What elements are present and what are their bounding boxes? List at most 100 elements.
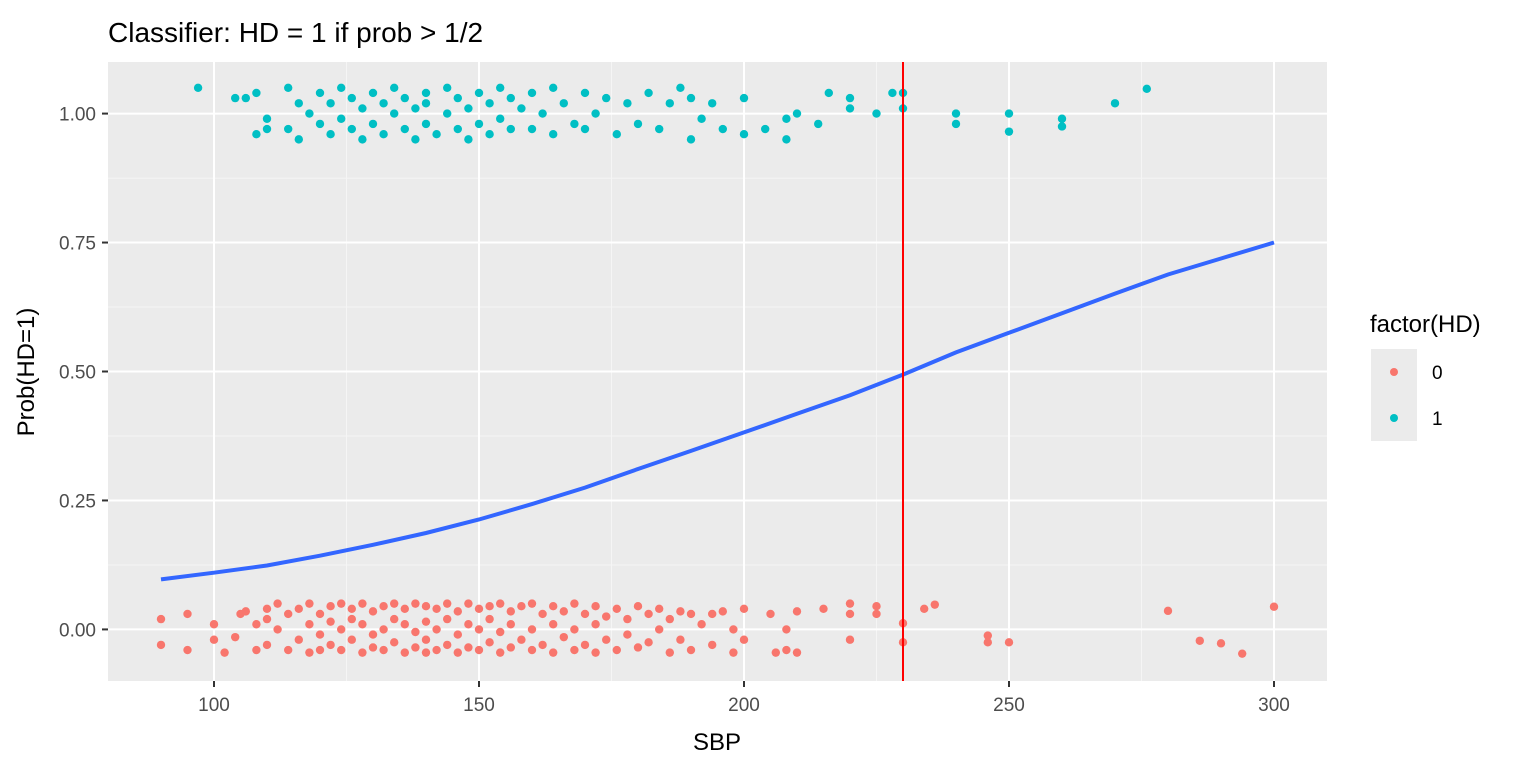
point-hd-0	[485, 602, 494, 611]
point-hd-0	[559, 607, 568, 616]
point-hd-0	[665, 648, 674, 657]
point-hd-0	[559, 632, 568, 642]
point-hd-1	[337, 83, 346, 92]
point-hd-1	[527, 88, 537, 98]
point-hd-1	[411, 104, 420, 113]
point-hd-0	[262, 614, 272, 624]
point-hd-0	[920, 604, 929, 613]
point-hd-0	[527, 625, 537, 634]
point-hd-0	[379, 625, 388, 634]
point-hd-1	[358, 135, 367, 144]
point-hd-1	[337, 114, 346, 123]
point-hd-0	[983, 631, 992, 640]
point-hd-0	[527, 645, 537, 655]
point-hd-0	[602, 635, 611, 644]
fitted-curve	[160, 240, 1275, 582]
point-hd-1	[474, 88, 484, 98]
point-hd-0	[655, 625, 664, 634]
point-hd-1	[390, 83, 399, 92]
point-hd-1	[379, 130, 388, 139]
point-hd-0	[315, 645, 325, 655]
point-hd-0	[326, 617, 335, 626]
point-hd-0	[474, 625, 484, 634]
legend-label-1: 1	[1432, 409, 1443, 430]
y-tick-label: 1.00	[59, 105, 96, 126]
point-hd-0	[379, 645, 388, 655]
point-hd-0	[845, 609, 855, 619]
point-hd-0	[432, 604, 441, 613]
point-hd-0	[633, 602, 643, 611]
point-hd-0	[766, 609, 775, 619]
point-hd-0	[485, 638, 494, 647]
y-tick-label: 0.75	[59, 234, 96, 255]
point-hd-1	[284, 124, 293, 134]
point-hd-0	[506, 643, 515, 652]
point-hd-1	[506, 124, 515, 134]
point-hd-0	[231, 632, 240, 642]
point-hd-1	[549, 83, 558, 92]
legend-dot-0	[1390, 368, 1398, 376]
point-hd-0	[453, 607, 462, 616]
point-hd-0	[252, 620, 261, 629]
point-hd-1	[676, 83, 685, 92]
point-hd-0	[496, 627, 505, 637]
point-hd-1	[718, 124, 727, 134]
point-hd-1	[845, 93, 855, 103]
legend-label-0: 0	[1432, 363, 1443, 384]
x-tick-label: 200	[728, 695, 760, 716]
point-hd-0	[665, 614, 674, 624]
point-hd-1	[686, 135, 696, 144]
point-hd-0	[496, 648, 505, 657]
point-hd-0	[443, 599, 452, 608]
point-hd-0	[411, 627, 420, 637]
point-hd-1	[347, 124, 356, 134]
point-hd-0	[1238, 649, 1247, 658]
point-hd-1	[474, 119, 484, 129]
point-hd-0	[400, 604, 409, 613]
point-hd-0	[1269, 602, 1279, 611]
point-hd-1	[527, 124, 537, 134]
point-hd-0	[411, 643, 420, 652]
point-hd-0	[729, 625, 738, 634]
y-tick-label: 0.00	[59, 620, 96, 641]
point-hd-1	[814, 119, 823, 129]
point-hd-1	[358, 104, 367, 113]
point-hd-0	[1195, 636, 1205, 645]
point-hd-1	[315, 119, 325, 129]
point-hd-1	[872, 109, 881, 118]
point-hd-0	[326, 640, 335, 650]
point-hd-0	[390, 638, 399, 647]
point-hd-1	[739, 130, 749, 139]
y-axis: 0.00 0.25 0.50 0.75 1.00	[59, 105, 108, 641]
point-hd-0	[358, 620, 367, 629]
point-hd-1	[1142, 84, 1152, 94]
point-hd-0	[464, 620, 473, 629]
x-tick-label: 300	[1258, 695, 1290, 716]
point-hd-0	[686, 609, 696, 619]
point-hd-1	[792, 109, 802, 118]
point-hd-0	[390, 599, 399, 608]
point-hd-0	[612, 645, 621, 655]
point-hd-0	[284, 609, 293, 619]
point-hd-1	[390, 109, 399, 118]
point-hd-0	[549, 602, 558, 611]
point-hd-1	[506, 93, 515, 103]
point-hd-0	[368, 643, 378, 652]
point-hd-0	[273, 625, 282, 634]
point-hd-0	[209, 620, 219, 629]
point-hd-1	[432, 130, 441, 139]
point-hd-0	[602, 612, 611, 621]
point-hd-1	[602, 93, 611, 103]
point-hd-0	[209, 635, 219, 644]
point-hd-0	[252, 645, 261, 655]
point-hd-0	[1163, 606, 1173, 616]
point-hd-0	[464, 599, 473, 608]
point-hd-1	[888, 88, 897, 98]
point-hd-0	[845, 599, 855, 608]
point-hd-1	[644, 88, 653, 98]
point-hd-0	[580, 609, 590, 619]
point-hd-0	[294, 604, 303, 613]
point-hd-1	[1057, 122, 1067, 131]
point-hd-1	[845, 104, 855, 113]
point-hd-1	[1004, 109, 1014, 118]
